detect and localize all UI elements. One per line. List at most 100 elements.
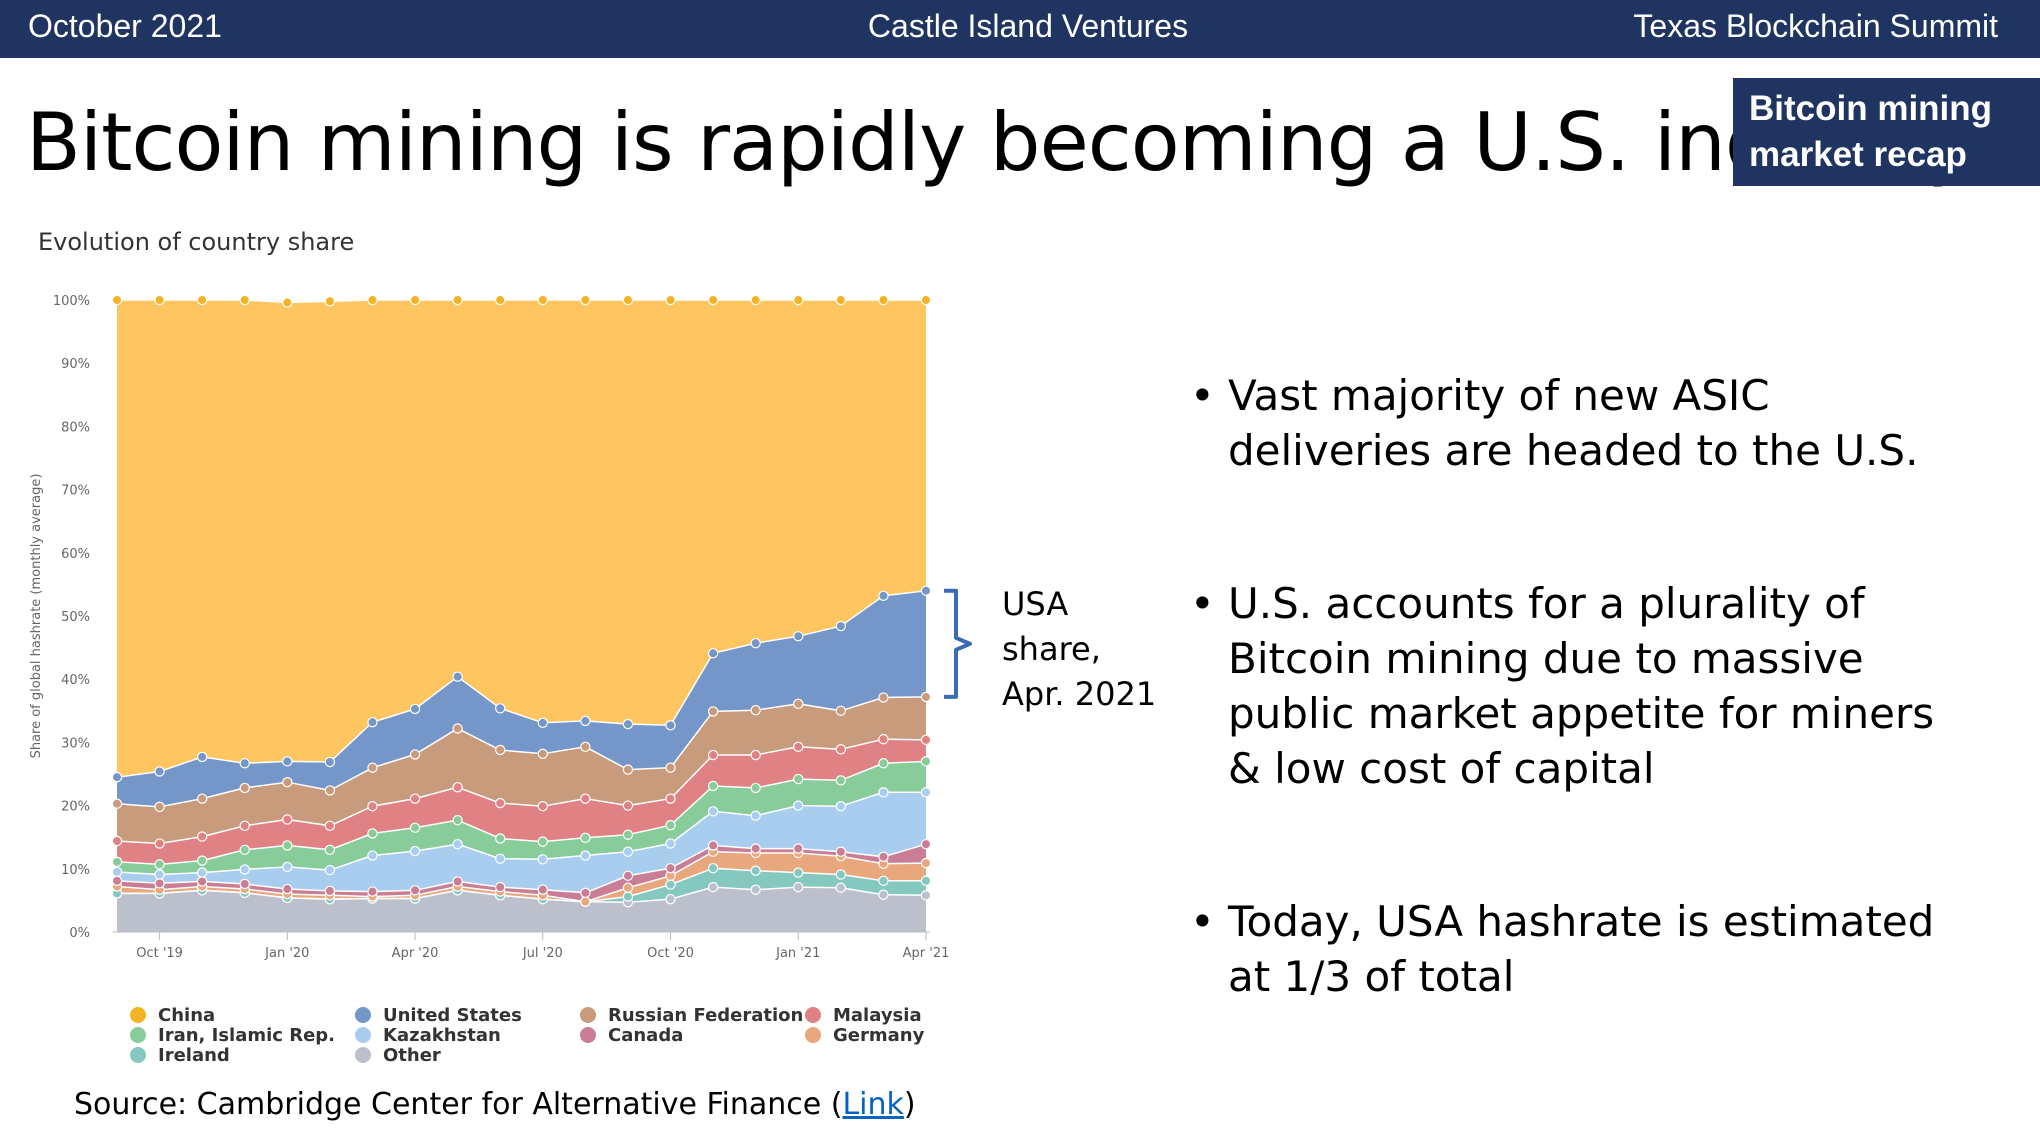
legend-item-malaysia[interactable]: Malaysia (805, 1005, 922, 1026)
point-ireland (750, 865, 761, 876)
point-china (282, 297, 293, 308)
point-iran-islamic-rep (367, 828, 378, 839)
point-ireland (878, 875, 889, 887)
line-malaysia (116, 738, 927, 845)
line-russian-federation (116, 696, 927, 808)
point-canada (495, 881, 506, 893)
line-iran-islamic-rep (116, 760, 927, 866)
point-other (665, 893, 676, 905)
point-russian-federation (495, 744, 506, 756)
point-iran-islamic-rep (324, 844, 336, 856)
legend-item-united-states[interactable]: United States (355, 1005, 522, 1026)
legend-item-iran-islamic-rep[interactable]: Iran, Islamic Rep. (130, 1025, 335, 1046)
point-united-states (622, 718, 634, 730)
point-china (835, 294, 847, 306)
point-russian-federation (239, 782, 250, 794)
point-kazakhstan (707, 806, 719, 817)
point-kazakhstan (537, 854, 548, 865)
point-canada (324, 885, 336, 897)
point-kazakhstan (196, 867, 208, 878)
x-tick-label: Oct '19 (136, 946, 183, 961)
point-canada (282, 883, 293, 895)
point-russian-federation (367, 762, 378, 773)
point-canada (196, 876, 208, 887)
area-other (117, 887, 926, 932)
bullet-line: deliveries are headed to the U.S. (1228, 426, 1919, 475)
bullet-line: public market appetite for miners (1228, 689, 1935, 738)
legend-item-china[interactable]: China (130, 1005, 215, 1026)
point-germany (580, 896, 591, 907)
point-malaysia (324, 820, 336, 832)
point-kazakhstan (452, 838, 463, 850)
point-russian-federation (750, 704, 761, 716)
chart-points (111, 294, 932, 908)
point-malaysia (367, 801, 378, 812)
area-malaysia (117, 739, 926, 865)
legend-label: Kazakhstan (383, 1025, 501, 1046)
point-russian-federation (835, 705, 847, 716)
bullet-line: Bitcoin mining due to massive (1228, 634, 1864, 683)
header-company: Castle Island Ventures (867, 8, 1189, 44)
point-united-states (665, 720, 676, 731)
chart-axes: 0% 10% 20% 30% 40% 50% 60% 70% 80% 90% 100% Share o… (29, 294, 949, 961)
point-china (878, 294, 889, 306)
point-iran-islamic-rep (452, 814, 463, 826)
bullet-line: Today, USA hashrate is estimated (1228, 897, 1935, 946)
legend-item-kazakhstan[interactable]: Kazakhstan (355, 1025, 501, 1046)
point-malaysia (452, 782, 463, 793)
point-iran-islamic-rep (878, 758, 889, 769)
point-canada (835, 846, 847, 857)
legend-item-ireland[interactable]: Ireland (130, 1045, 230, 1066)
line-ireland (117, 867, 926, 903)
chart-legend: China United States Russian Federation Mala… (130, 1005, 1030, 1075)
bullet-list: Vast majority of new ASIC deliveries are… (1190, 368, 2030, 1102)
usa-share-annotation: USA share, Apr. 2021 (1002, 582, 1156, 717)
header-date: October 2021 (28, 8, 222, 44)
annotation-line3: Apr. 2021 (1002, 675, 1157, 713)
point-malaysia (154, 838, 165, 849)
point-united-states (835, 620, 847, 632)
point-russian-federation (111, 798, 123, 809)
point-china (367, 294, 378, 306)
point-kazakhstan (920, 787, 932, 798)
y-tick-label: 20% (61, 800, 90, 815)
y-tick-label: 100% (53, 294, 90, 309)
point-china (793, 294, 804, 306)
source-link[interactable]: Link (842, 1087, 904, 1122)
legend-label: Ireland (158, 1045, 230, 1066)
point-kazakhstan (580, 850, 591, 861)
x-tick-label: Jan '20 (264, 946, 309, 961)
point-canada (154, 878, 165, 889)
point-kazakhstan (835, 801, 847, 812)
point-united-states (111, 771, 123, 783)
point-iran-islamic-rep (239, 844, 250, 856)
point-kazakhstan (622, 846, 634, 857)
legend-label: United States (383, 1005, 522, 1026)
y-tick-label: 40% (61, 673, 90, 688)
header-event: Texas Blockchain Summit (1633, 8, 1998, 44)
bullet-line: Vast majority of new ASIC (1228, 371, 1770, 420)
point-china (111, 294, 123, 306)
legend-item-canada[interactable]: Canada (580, 1025, 683, 1046)
area-canada (117, 844, 926, 902)
point-kazakhstan (495, 853, 506, 864)
point-iran-islamic-rep (622, 829, 634, 840)
legend-dot-icon (130, 1047, 146, 1063)
legend-label: China (158, 1005, 216, 1026)
point-germany (622, 882, 634, 893)
point-canada (878, 851, 889, 862)
point-malaysia (878, 734, 889, 745)
legend-label: Germany (833, 1025, 925, 1046)
x-tick-label: Jul '20 (522, 946, 563, 961)
point-china (239, 294, 250, 306)
legend-dot-icon (355, 1027, 371, 1043)
point-malaysia (665, 793, 676, 804)
bullet-line: & low cost of capital (1228, 744, 1655, 793)
point-united-states (920, 585, 932, 596)
legend-item-other[interactable]: Other (355, 1045, 441, 1066)
point-russian-federation (154, 801, 165, 813)
point-other (750, 884, 761, 895)
x-tick-label: Oct '20 (647, 946, 694, 961)
legend-item-germany[interactable]: Germany (805, 1025, 924, 1046)
legend-item-russian-federation[interactable]: Russian Federation (580, 1005, 803, 1026)
